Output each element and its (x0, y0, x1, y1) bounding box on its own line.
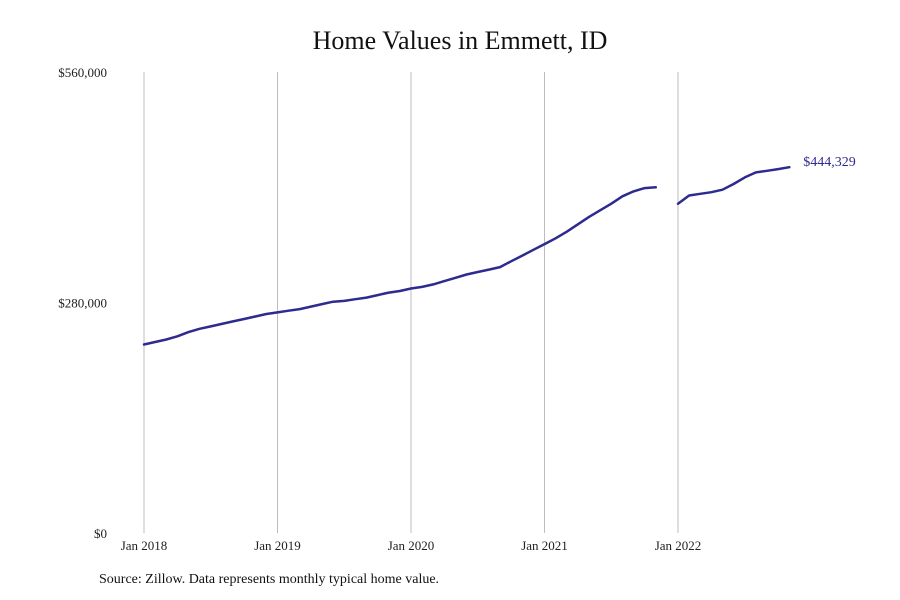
y-tick-label: $560,000 (58, 65, 107, 80)
x-tick-label: Jan 2021 (521, 538, 568, 553)
chart-title: Home Values in Emmett, ID (312, 26, 608, 55)
x-tick-label: Jan 2018 (121, 538, 168, 553)
x-tick-label: Jan 2020 (388, 538, 435, 553)
end-value-label: $444,329 (803, 155, 856, 170)
series-line-segment (676, 165, 791, 205)
series-lines (142, 165, 791, 346)
series-line-segment (142, 186, 658, 346)
grid-lines (143, 72, 679, 533)
source-note: Source: Zillow. Data represents monthly … (99, 572, 440, 587)
y-tick-label: $280,000 (58, 296, 107, 311)
y-axis-ticks: $0 $280,000 $560,000 (58, 65, 107, 541)
y-tick-label: $0 (94, 526, 107, 541)
x-axis-ticks: Jan 2018 Jan 2019 Jan 2020 Jan 2021 Jan 2022 (121, 538, 702, 553)
x-tick-label: Jan 2022 (655, 538, 702, 553)
x-tick-label: Jan 2019 (254, 538, 301, 553)
